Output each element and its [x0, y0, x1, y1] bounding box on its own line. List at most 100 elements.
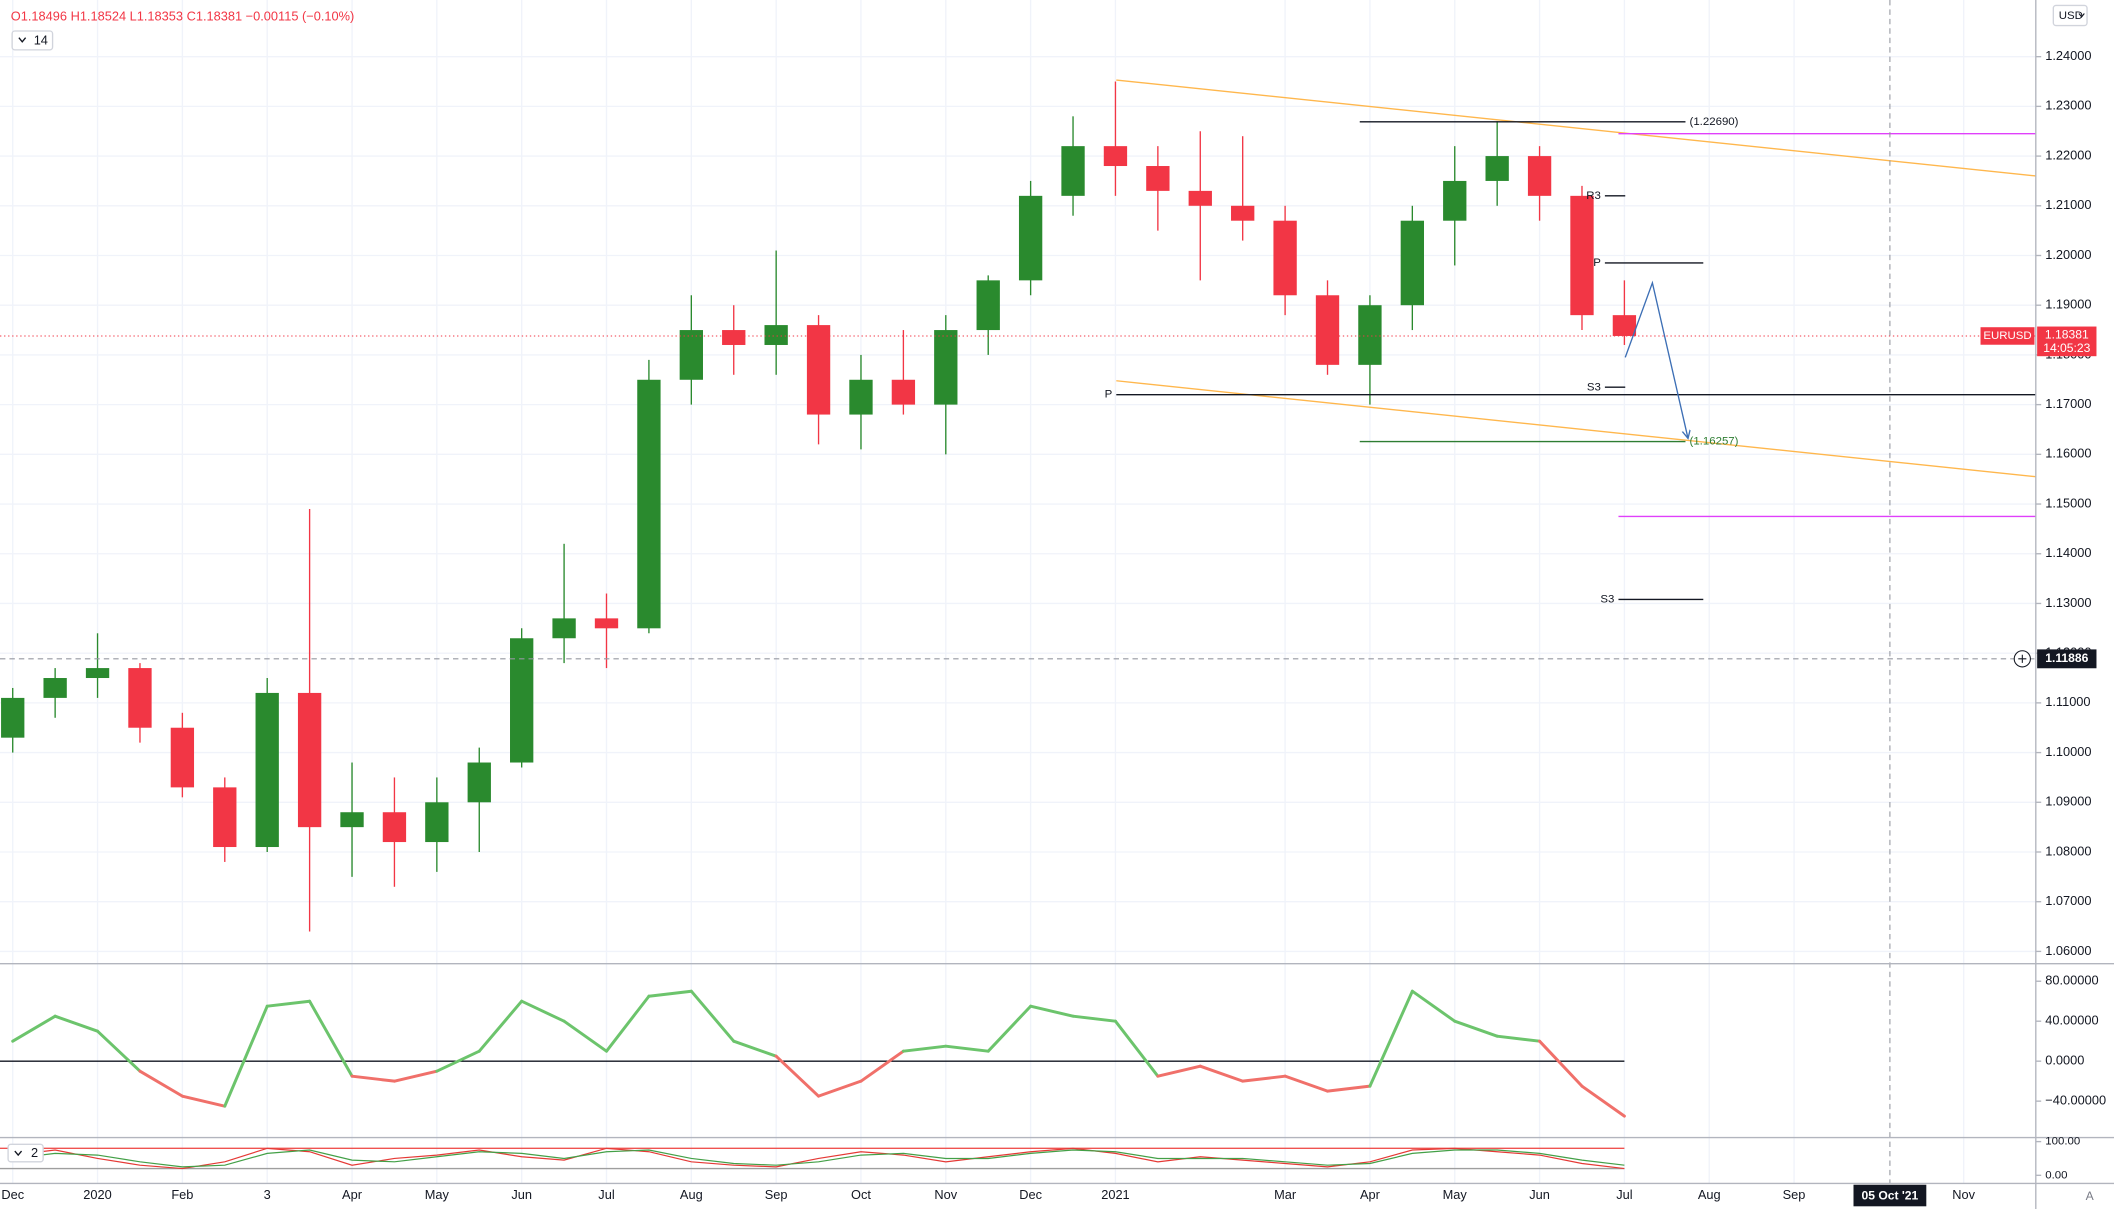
oscillator-segment: [1283, 1074, 1329, 1093]
x-tick-label: Sep: [1783, 1187, 1806, 1202]
oscillator-segment: [1410, 989, 1457, 1023]
x-tick-label: Feb: [171, 1187, 193, 1202]
oscillator-segment: [817, 1079, 863, 1098]
level-label: P: [1593, 257, 1601, 269]
oscillator-segment: [308, 999, 354, 1078]
high: H1.18524: [71, 9, 127, 24]
oscillator-segment: [605, 994, 651, 1053]
y-tick-label: 1.16000: [2045, 446, 2091, 461]
y-tick-label: 1.21000: [2045, 197, 2091, 212]
oscillator-segment: [96, 1029, 142, 1073]
oscillator-segment: [562, 1019, 608, 1053]
candle-body: [43, 678, 67, 698]
candle-body: [297, 692, 322, 828]
level-label: S3: [1600, 594, 1614, 606]
y-tick-label: 0.0000: [2045, 1053, 2084, 1068]
interval-label: 14: [34, 32, 48, 47]
level-label: R3: [1586, 190, 1601, 202]
pane-toggle[interactable]: [7, 1143, 44, 1163]
y-tick-label: 1.10000: [2045, 744, 2091, 759]
x-tick-label: Nov: [1952, 1187, 1975, 1202]
oscillator-segment: [520, 999, 566, 1023]
oscillator-segment: [392, 1069, 439, 1083]
candle-body: [1103, 146, 1128, 167]
oscillator-segment: [1538, 1039, 1584, 1088]
trend-line: [1116, 380, 2036, 478]
countdown-label: 14:05:23: [2043, 341, 2090, 355]
crosshair-price-label: 1.11886: [2045, 651, 2088, 665]
x-tick-label: May: [1443, 1187, 1468, 1202]
change: −0.00115 (−0.10%): [246, 9, 355, 24]
oscillator-segment: [1326, 1084, 1372, 1093]
level-label: S3: [1587, 381, 1601, 393]
candle-body: [637, 379, 661, 629]
x-tick-label: Jun: [1529, 1187, 1550, 1202]
y-tick-label: 100.00: [2045, 1136, 2080, 1148]
y-tick-label: 1.19000: [2045, 297, 2091, 312]
crosshair-price-tag: [2037, 649, 2097, 669]
candle-body: [806, 325, 831, 415]
y-tick-label: 1.11000: [2045, 694, 2090, 709]
candle-body: [85, 668, 110, 679]
x-tick-label: Jun: [511, 1187, 532, 1202]
candle-body: [1146, 166, 1170, 191]
x-tick-label: Apr: [1360, 1187, 1381, 1202]
oscillator-segment: [11, 1014, 57, 1043]
x-tick-label: Apr: [342, 1187, 363, 1202]
oscillator-segment: [350, 1074, 396, 1083]
ohlc-legend: O1.18496 H1.18524 L1.18353 C1.18381 −0.0…: [11, 9, 355, 24]
y-tick-label: 1.17000: [2045, 396, 2091, 411]
oscillator-segment: [1113, 1019, 1160, 1078]
candle-body: [1612, 315, 1637, 336]
symbol-tag: [1980, 327, 2035, 345]
oscillator-segment: [180, 1094, 227, 1108]
y-tick-label: 1.22000: [2045, 147, 2091, 162]
x-tick-label: Aug: [1698, 1187, 1721, 1202]
candle-body: [1400, 220, 1425, 306]
oscillator-segment: [986, 1004, 1033, 1053]
y-tick-label: 80.00000: [2045, 973, 2098, 988]
auto-button-bg[interactable]: [2060, 1184, 2101, 1208]
level-label: (1.16257): [1690, 436, 1739, 448]
oscillator-segment: [223, 1004, 269, 1108]
oscillator-segment: [944, 1044, 990, 1053]
x-tick-label: Aug: [680, 1187, 703, 1202]
candle-body: [382, 812, 407, 843]
price-label: 1.18381: [2045, 328, 2089, 342]
pane-toggle-label: 2: [31, 1145, 38, 1160]
axes: Dec 2020 Feb 3 Apr May Jun Jul Aug Sep Oct Nov Dec 20…: [1, 48, 2106, 1207]
series-line: [12, 1149, 1625, 1168]
y-tick-label: 1.06000: [2045, 943, 2091, 958]
plot: [0, 81, 1637, 1170]
candle-body: [1273, 220, 1297, 296]
oscillator-segment: [647, 989, 693, 998]
x-tick-label: Jul: [598, 1187, 614, 1202]
auto-button[interactable]: A: [2086, 1189, 2095, 1203]
oscillator-segment: [53, 1014, 100, 1033]
candle-body: [1358, 305, 1382, 365]
x-tick-label: 2021: [1101, 1187, 1129, 1202]
projection-path: [1624, 280, 1688, 439]
currency-button[interactable]: [2052, 4, 2088, 27]
indicator-toggle[interactable]: [11, 30, 54, 51]
level-label: P: [1105, 389, 1113, 401]
x-tick-label: Dec: [1, 1187, 24, 1202]
chevron-icon: [18, 37, 27, 43]
close: C1.18381: [187, 9, 243, 24]
candle-body: [849, 379, 873, 415]
candle-body: [934, 330, 958, 405]
y-tick-label: 40.00000: [2045, 1013, 2098, 1028]
candle-body: [679, 330, 703, 380]
x-tick-label: 2020: [83, 1187, 111, 1202]
open: O1.18496: [11, 9, 67, 24]
oscillator-segment: [138, 1069, 184, 1098]
level-label: (1.22690): [1690, 116, 1739, 128]
grid: [0, 0, 2036, 1184]
trend-line: [1116, 79, 2036, 177]
oscillator-segment: [435, 1049, 481, 1073]
candle-body: [722, 330, 746, 345]
oscillator-segment: [1198, 1064, 1245, 1083]
